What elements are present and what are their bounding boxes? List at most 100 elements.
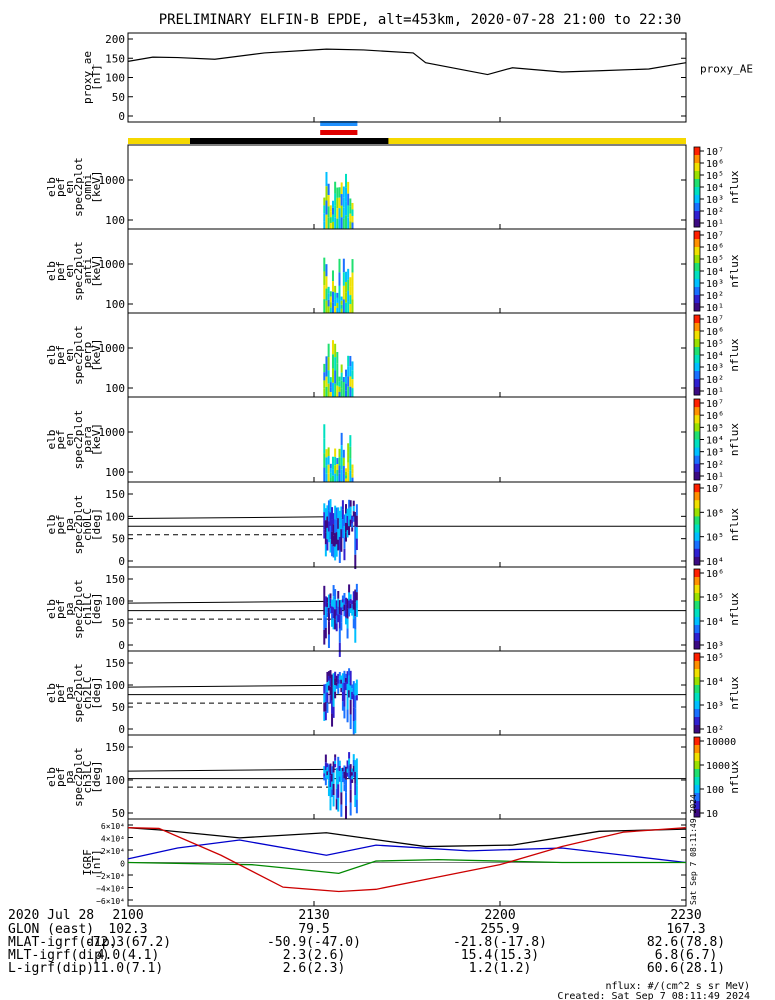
spectrum-pixel [329,608,332,614]
spectrum-pixel [336,470,339,477]
colorbar-cell [694,431,700,434]
colorbar-cell [694,421,700,424]
spectrum-pixel [325,300,328,313]
spectrum-pixel [334,285,337,293]
colorbar-tick-label: 10⁷ [706,315,724,326]
spectrum-pixel [323,711,326,721]
footer-value: 60.6(28.1) [647,961,725,976]
colorbar-cell [694,635,700,638]
spectrum-pixel [329,382,332,388]
colorbar-cell [694,526,700,530]
colorbar-label: nflux [728,508,741,541]
spectrum-pixel [355,679,358,685]
spectrum-pixel [347,376,350,387]
spectrum-pixel [340,607,343,616]
colorbar-cell [694,355,700,358]
spectrum-pixel [349,355,352,367]
y-axis-label: en [63,348,76,361]
colorbar-cell [694,546,700,550]
spectrum-pixel [334,671,337,679]
colorbar-cell [694,761,700,764]
spectrum-pixel [338,285,341,300]
colorbar-cell [694,403,700,406]
colorbar-cell [694,787,700,790]
spectrum-pixel [342,457,345,466]
colorbar-cell [694,235,700,238]
colorbar-tick-label: 10⁴ [706,677,724,688]
spectrum-pixel [340,768,343,781]
y-axis-label: pa [63,518,76,531]
colorbar-cell [694,443,700,447]
spectrum-pixel [342,473,345,482]
spectrum-pixel [329,211,332,218]
spectrum-pixel [352,681,355,695]
colorbar-cell [694,215,700,218]
spectrum-pixel [355,538,358,551]
spectrum-pixel [327,357,330,371]
spectrum-pixel [327,206,330,218]
colorbar-cell [694,233,700,236]
spectrum-pixel [332,673,335,685]
spectrum-pixel [338,536,341,550]
colorbar-cell [694,719,700,722]
spectrum-pixel [329,499,332,513]
colorbar-cell [694,569,700,572]
spectrum-pixel [348,765,351,772]
colorbar-tick-label: 10⁴ [706,351,724,362]
spectrum-pixel [332,761,335,773]
colorbar-cell [694,253,700,256]
colorbar-cell [694,281,700,284]
colorbar-cell [694,755,700,758]
colorbar-cell [694,159,700,162]
y-tick-label: 4×10⁴ [101,835,125,844]
spectrum-pixel [336,302,339,308]
spectrum-pixel [341,774,344,779]
colorbar-cell [694,163,700,166]
footer-value: 2130 [298,908,329,923]
spectrum-pixel [349,764,352,777]
colorbar-tick-label: 100 [706,785,724,796]
colorbar-cell [694,494,700,497]
spectrum-pixel [326,775,329,780]
series-line [127,839,687,864]
colorbar-cell [694,721,700,724]
colorbar-tick-label: 10² [706,375,724,386]
spectrum-pixel [345,302,347,313]
y-tick-label: 50 [112,533,125,546]
colorbar-frame [693,483,701,566]
spectrum-pixel [345,779,347,793]
spectrum-pixel [338,600,341,615]
y-tick-label: 2×10⁴ [101,847,125,856]
spectrum-pixel [351,775,354,780]
colorbar-cell [694,377,700,380]
spectrum-pixel [332,706,335,718]
footer-value: 2100 [112,908,143,923]
spectrum-pixel [338,675,341,680]
y-axis-label: pef [54,430,67,450]
spectrum-pixel [325,457,328,466]
y-axis-label: elb [45,515,58,535]
spectrum-pixel [334,505,337,520]
colorbar-cell [694,540,700,544]
colorbar-cell [694,781,700,784]
colorbar-cell [694,179,700,182]
colorbar-cell [694,536,700,540]
loss-cone-line [127,600,358,604]
spectrum-pixel [347,268,350,280]
loss-cone-line [127,516,358,520]
spectrum-pixel [334,343,337,358]
y-axis-label: [keV] [90,254,103,287]
colorbar-cell [694,321,700,324]
spectrum-pixel [351,611,354,616]
y-axis-label: pa [63,602,76,615]
spectrum-pixel [323,205,326,214]
spectrum-pixel [348,675,351,683]
y-axis-label: en [63,180,76,193]
spectrum-pixel [340,804,343,817]
spectrum-pixel [327,370,330,384]
spectrum-pixel [355,592,358,601]
spectrum-pixel [346,683,349,697]
y-tick-label: 100 [105,774,125,787]
spectrum-pixel [351,604,354,608]
